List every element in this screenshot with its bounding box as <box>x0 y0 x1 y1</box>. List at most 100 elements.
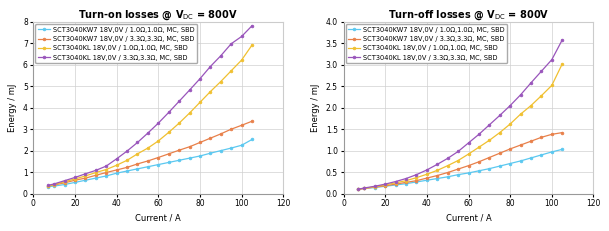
SCT3040KW7 18V,0V / 3.3Ω,3.3Ω, MC, SBD <box>381 184 389 187</box>
SCT3040KW7 18V,0V / 1.0Ω,1.0Ω, MC, SBD <box>134 167 141 170</box>
SCT3040KL 18V,0V / 3.3Ω,3.3Ω, MC, SBD <box>144 132 152 134</box>
SCT3040KW7 18V,0V / 1.0Ω,1.0Ω, MC, SBD <box>371 186 378 189</box>
SCT3040KW7 18V,0V / 1.0Ω,1.0Ω, MC, SBD <box>558 148 566 151</box>
SCT3040KW7 18V,0V / 3.3Ω,3.3Ω, MC, SBD <box>165 152 172 155</box>
SCT3040KL 18V,0V / 1.0Ω,1.0Ω, MC, SBD <box>527 104 535 107</box>
SCT3040KW7 18V,0V / 1.0Ω,1.0Ω, MC, SBD <box>71 181 79 184</box>
SCT3040KW7 18V,0V / 3.3Ω,3.3Ω, MC, SBD <box>196 141 203 144</box>
SCT3040KL 18V,0V / 3.3Ω,3.3Ω, MC, SBD <box>444 157 451 160</box>
SCT3040KW7 18V,0V / 3.3Ω,3.3Ω, MC, SBD <box>371 186 378 188</box>
SCT3040KW7 18V,0V / 1.0Ω,1.0Ω, MC, SBD <box>507 162 514 165</box>
SCT3040KL 18V,0V / 3.3Ω,3.3Ω, MC, SBD <box>165 111 172 114</box>
SCT3040KL 18V,0V / 3.3Ω,3.3Ω, MC, SBD <box>517 94 524 96</box>
Y-axis label: Energy / mJ: Energy / mJ <box>9 84 17 132</box>
SCT3040KW7 18V,0V / 1.0Ω,1.0Ω, MC, SBD <box>465 172 472 174</box>
Line: SCT3040KL 18V,0V / 3.3Ω,3.3Ω, MC, SBD: SCT3040KL 18V,0V / 3.3Ω,3.3Ω, MC, SBD <box>357 39 563 191</box>
Legend: SCT3040KW7 18V,0V / 1.0Ω,1.0Ω, MC, SBD, SCT3040KW7 18V,0V / 3.3Ω,3.3Ω, MC, SBD, : SCT3040KW7 18V,0V / 1.0Ω,1.0Ω, MC, SBD, … <box>35 24 197 63</box>
SCT3040KW7 18V,0V / 3.3Ω,3.3Ω, MC, SBD <box>217 133 225 135</box>
Line: SCT3040KW7 18V,0V / 3.3Ω,3.3Ω, MC, SBD: SCT3040KW7 18V,0V / 3.3Ω,3.3Ω, MC, SBD <box>357 131 563 191</box>
SCT3040KL 18V,0V / 1.0Ω,1.0Ω, MC, SBD <box>102 168 110 171</box>
SCT3040KW7 18V,0V / 1.0Ω,1.0Ω, MC, SBD <box>51 185 58 187</box>
SCT3040KL 18V,0V / 3.3Ω,3.3Ω, MC, SBD <box>371 185 378 188</box>
SCT3040KW7 18V,0V / 3.3Ω,3.3Ω, MC, SBD <box>423 177 431 179</box>
X-axis label: Current / A: Current / A <box>135 214 181 223</box>
SCT3040KW7 18V,0V / 1.0Ω,1.0Ω, MC, SBD <box>413 181 420 183</box>
SCT3040KL 18V,0V / 3.3Ω,3.3Ω, MC, SBD <box>548 58 555 61</box>
Title: Turn-off losses @ V$_\mathrm{DC}$ = 800V: Turn-off losses @ V$_\mathrm{DC}$ = 800V <box>388 8 549 22</box>
SCT3040KL 18V,0V / 3.3Ω,3.3Ω, MC, SBD <box>423 169 431 171</box>
SCT3040KW7 18V,0V / 1.0Ω,1.0Ω, MC, SBD <box>444 175 451 178</box>
SCT3040KL 18V,0V / 1.0Ω,1.0Ω, MC, SBD <box>434 169 441 172</box>
SCT3040KL 18V,0V / 1.0Ω,1.0Ω, MC, SBD <box>175 122 183 125</box>
SCT3040KW7 18V,0V / 1.0Ω,1.0Ω, MC, SBD <box>517 160 524 162</box>
SCT3040KW7 18V,0V / 3.3Ω,3.3Ω, MC, SBD <box>238 124 245 127</box>
SCT3040KW7 18V,0V / 1.0Ω,1.0Ω, MC, SBD <box>61 183 68 186</box>
SCT3040KW7 18V,0V / 3.3Ω,3.3Ω, MC, SBD <box>517 144 524 146</box>
Line: SCT3040KW7 18V,0V / 3.3Ω,3.3Ω, MC, SBD: SCT3040KW7 18V,0V / 3.3Ω,3.3Ω, MC, SBD <box>46 120 253 187</box>
SCT3040KW7 18V,0V / 3.3Ω,3.3Ω, MC, SBD <box>444 171 451 174</box>
Title: Turn-on losses @ V$_\mathrm{DC}$ = 800V: Turn-on losses @ V$_\mathrm{DC}$ = 800V <box>79 8 238 22</box>
SCT3040KW7 18V,0V / 3.3Ω,3.3Ω, MC, SBD <box>434 174 441 177</box>
SCT3040KL 18V,0V / 1.0Ω,1.0Ω, MC, SBD <box>517 113 524 116</box>
SCT3040KW7 18V,0V / 3.3Ω,3.3Ω, MC, SBD <box>228 128 235 131</box>
SCT3040KL 18V,0V / 3.3Ω,3.3Ω, MC, SBD <box>61 179 68 182</box>
SCT3040KL 18V,0V / 3.3Ω,3.3Ω, MC, SBD <box>102 165 110 167</box>
SCT3040KL 18V,0V / 1.0Ω,1.0Ω, MC, SBD <box>71 178 79 180</box>
SCT3040KW7 18V,0V / 1.0Ω,1.0Ω, MC, SBD <box>486 167 493 170</box>
SCT3040KL 18V,0V / 3.3Ω,3.3Ω, MC, SBD <box>486 124 493 126</box>
SCT3040KL 18V,0V / 1.0Ω,1.0Ω, MC, SBD <box>134 152 141 155</box>
X-axis label: Current / A: Current / A <box>446 214 491 223</box>
SCT3040KW7 18V,0V / 3.3Ω,3.3Ω, MC, SBD <box>206 137 214 140</box>
SCT3040KL 18V,0V / 1.0Ω,1.0Ω, MC, SBD <box>155 140 162 142</box>
SCT3040KW7 18V,0V / 3.3Ω,3.3Ω, MC, SBD <box>51 184 58 186</box>
SCT3040KW7 18V,0V / 1.0Ω,1.0Ω, MC, SBD <box>538 154 545 156</box>
SCT3040KW7 18V,0V / 1.0Ω,1.0Ω, MC, SBD <box>548 151 555 153</box>
Line: SCT3040KL 18V,0V / 3.3Ω,3.3Ω, MC, SBD: SCT3040KL 18V,0V / 3.3Ω,3.3Ω, MC, SBD <box>46 24 253 187</box>
SCT3040KL 18V,0V / 3.3Ω,3.3Ω, MC, SBD <box>92 169 99 172</box>
SCT3040KL 18V,0V / 3.3Ω,3.3Ω, MC, SBD <box>196 77 203 80</box>
SCT3040KL 18V,0V / 3.3Ω,3.3Ω, MC, SBD <box>248 24 256 27</box>
SCT3040KL 18V,0V / 1.0Ω,1.0Ω, MC, SBD <box>196 101 203 104</box>
SCT3040KL 18V,0V / 3.3Ω,3.3Ω, MC, SBD <box>403 177 410 180</box>
SCT3040KW7 18V,0V / 3.3Ω,3.3Ω, MC, SBD <box>155 156 162 159</box>
SCT3040KL 18V,0V / 1.0Ω,1.0Ω, MC, SBD <box>444 164 451 167</box>
SCT3040KW7 18V,0V / 3.3Ω,3.3Ω, MC, SBD <box>92 174 99 177</box>
SCT3040KW7 18V,0V / 1.0Ω,1.0Ω, MC, SBD <box>102 175 110 177</box>
SCT3040KW7 18V,0V / 3.3Ω,3.3Ω, MC, SBD <box>548 133 555 136</box>
SCT3040KL 18V,0V / 1.0Ω,1.0Ω, MC, SBD <box>381 184 389 186</box>
SCT3040KW7 18V,0V / 1.0Ω,1.0Ω, MC, SBD <box>434 177 441 180</box>
SCT3040KL 18V,0V / 1.0Ω,1.0Ω, MC, SBD <box>61 180 68 183</box>
SCT3040KW7 18V,0V / 1.0Ω,1.0Ω, MC, SBD <box>248 138 256 141</box>
SCT3040KL 18V,0V / 1.0Ω,1.0Ω, MC, SBD <box>558 63 566 65</box>
SCT3040KW7 18V,0V / 1.0Ω,1.0Ω, MC, SBD <box>186 157 193 160</box>
SCT3040KW7 18V,0V / 1.0Ω,1.0Ω, MC, SBD <box>228 147 235 149</box>
SCT3040KL 18V,0V / 1.0Ω,1.0Ω, MC, SBD <box>92 171 99 174</box>
SCT3040KW7 18V,0V / 1.0Ω,1.0Ω, MC, SBD <box>475 169 482 172</box>
SCT3040KW7 18V,0V / 3.3Ω,3.3Ω, MC, SBD <box>392 183 400 185</box>
SCT3040KW7 18V,0V / 3.3Ω,3.3Ω, MC, SBD <box>71 179 79 182</box>
SCT3040KW7 18V,0V / 1.0Ω,1.0Ω, MC, SBD <box>92 177 99 179</box>
SCT3040KL 18V,0V / 1.0Ω,1.0Ω, MC, SBD <box>217 80 225 83</box>
SCT3040KL 18V,0V / 3.3Ω,3.3Ω, MC, SBD <box>51 182 58 185</box>
SCT3040KL 18V,0V / 1.0Ω,1.0Ω, MC, SBD <box>361 187 368 190</box>
SCT3040KL 18V,0V / 1.0Ω,1.0Ω, MC, SBD <box>44 185 52 187</box>
SCT3040KW7 18V,0V / 1.0Ω,1.0Ω, MC, SBD <box>496 165 504 167</box>
SCT3040KW7 18V,0V / 3.3Ω,3.3Ω, MC, SBD <box>507 148 514 150</box>
SCT3040KW7 18V,0V / 3.3Ω,3.3Ω, MC, SBD <box>134 163 141 165</box>
SCT3040KL 18V,0V / 1.0Ω,1.0Ω, MC, SBD <box>82 175 89 177</box>
Legend: SCT3040KW7 18V,0V / 1.0Ω,1.0Ω, MC, SBD, SCT3040KW7 18V,0V / 3.3Ω,3.3Ω, MC, SBD, : SCT3040KW7 18V,0V / 1.0Ω,1.0Ω, MC, SBD, … <box>345 24 507 63</box>
SCT3040KW7 18V,0V / 3.3Ω,3.3Ω, MC, SBD <box>124 166 131 169</box>
SCT3040KW7 18V,0V / 1.0Ω,1.0Ω, MC, SBD <box>238 144 245 147</box>
SCT3040KL 18V,0V / 3.3Ω,3.3Ω, MC, SBD <box>527 82 535 84</box>
SCT3040KL 18V,0V / 1.0Ω,1.0Ω, MC, SBD <box>165 131 172 134</box>
SCT3040KW7 18V,0V / 1.0Ω,1.0Ω, MC, SBD <box>403 182 410 185</box>
SCT3040KW7 18V,0V / 3.3Ω,3.3Ω, MC, SBD <box>413 179 420 182</box>
SCT3040KW7 18V,0V / 3.3Ω,3.3Ω, MC, SBD <box>465 164 472 167</box>
SCT3040KW7 18V,0V / 1.0Ω,1.0Ω, MC, SBD <box>361 187 368 190</box>
SCT3040KW7 18V,0V / 3.3Ω,3.3Ω, MC, SBD <box>61 181 68 184</box>
SCT3040KL 18V,0V / 1.0Ω,1.0Ω, MC, SBD <box>206 90 214 93</box>
SCT3040KL 18V,0V / 3.3Ω,3.3Ω, MC, SBD <box>361 187 368 189</box>
SCT3040KL 18V,0V / 1.0Ω,1.0Ω, MC, SBD <box>475 146 482 149</box>
SCT3040KL 18V,0V / 3.3Ω,3.3Ω, MC, SBD <box>206 65 214 68</box>
SCT3040KW7 18V,0V / 3.3Ω,3.3Ω, MC, SBD <box>361 187 368 190</box>
